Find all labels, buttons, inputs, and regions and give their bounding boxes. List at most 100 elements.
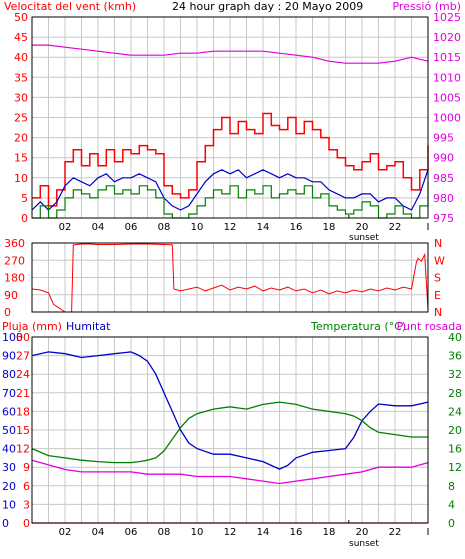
rain-tick-18: 18 — [16, 405, 30, 418]
wind-x-tick-12: 12 — [224, 222, 237, 233]
wind-x-tick-04: 04 — [92, 222, 105, 233]
wind-dir-tick-90: 90 — [4, 289, 18, 302]
wind-speed-tick-45: 45 — [14, 31, 28, 44]
temp-x-tick-02: 02 — [59, 527, 72, 538]
rain-tick-30: 30 — [16, 331, 30, 344]
wind-speed-tick-30: 30 — [14, 91, 28, 104]
pressure-tick-1000: 1000 — [433, 112, 461, 125]
wind-pressure-panel-frame — [31, 16, 429, 219]
wind-dir-tick-360: 360 — [4, 237, 25, 250]
temperature-tick-36: 36 — [448, 350, 462, 363]
temp-x-tick-18: 18 — [323, 527, 336, 538]
temp-x-tick-20: 20 — [356, 527, 369, 538]
wind-x-tick-16: 16 — [290, 222, 303, 233]
wind-speed-tick-5: 5 — [21, 192, 28, 205]
wind-speed-tick-25: 25 — [14, 112, 28, 125]
humidity-axis-label: Humitat — [66, 320, 111, 333]
temp-x-tick-10: 10 — [191, 527, 204, 538]
temperature-line — [31, 401, 428, 464]
wind-x-tick-06: 06 — [125, 222, 138, 233]
temperature-tick-32: 32 — [448, 368, 462, 381]
humidity-tick-50: 50 — [2, 424, 16, 437]
wind-dir-tick-180: 180 — [4, 272, 25, 285]
temperature-tick-28: 28 — [448, 387, 462, 400]
chart-title: 24 hour graph day : 20 Mayo 2009 — [172, 0, 363, 13]
humidity-tick-60: 60 — [2, 405, 16, 418]
compass-tick-4: N — [434, 306, 442, 319]
temperature-axis-label: Temperatura (°C) — [310, 320, 406, 333]
rain-tick-12: 12 — [16, 443, 30, 456]
temperature-tick-12: 12 — [448, 461, 462, 474]
wind_dir-line — [31, 243, 429, 313]
temp-x-tick-16: 16 — [290, 527, 303, 538]
grid-layer — [32, 17, 428, 523]
pressure-tick-980: 980 — [433, 192, 454, 205]
wind_avg-line — [31, 169, 429, 211]
rain-tick-3: 3 — [23, 498, 30, 511]
dewpoint-axis-label: Punt rosada — [397, 320, 462, 333]
temp-x-tick-04: 04 — [92, 527, 105, 538]
temp-x-tick-06: 06 — [125, 527, 138, 538]
wind-speed-axis-label: Velocitat del vent (kmh) — [4, 0, 136, 13]
pressure-tick-1010: 1010 — [433, 71, 461, 84]
rain-tick-6: 6 — [23, 480, 30, 493]
temperature-tick-16: 16 — [448, 443, 462, 456]
wind-dir-tick-0: 0 — [4, 306, 11, 319]
wind-x-tick-10: 10 — [191, 222, 204, 233]
pressure-tick-995: 995 — [433, 132, 454, 145]
humidity-tick-80: 80 — [2, 368, 16, 381]
humidity-line — [31, 351, 429, 470]
wind-x-tick-14: 14 — [257, 222, 270, 233]
temp-x-tick-14: 14 — [257, 527, 270, 538]
pressure-tick-975: 975 — [433, 212, 454, 225]
rain-tick-27: 27 — [16, 350, 30, 363]
wind-direction-panel-frame — [31, 242, 429, 313]
humidity-tick-30: 30 — [2, 461, 16, 474]
temp-x-tick-08: 08 — [158, 527, 171, 538]
humidity-tick-70: 70 — [2, 387, 16, 400]
humidity-tick-90: 90 — [2, 350, 16, 363]
tick-label-layer: 0510152025303540455097598098599099510001… — [2, 11, 462, 538]
wind-x-tick-20: 20 — [356, 222, 369, 233]
wind_gust-line — [32, 181, 429, 219]
temperature-tick-20: 20 — [448, 424, 462, 437]
rain-tick-15: 15 — [16, 424, 30, 437]
temperature-tick-24: 24 — [448, 405, 462, 418]
sunset-label-top: sunset — [349, 233, 379, 243]
wind-x-tick-08: 08 — [158, 222, 171, 233]
wind-speed-tick-20: 20 — [14, 132, 28, 145]
compass-tick-3: E — [434, 289, 441, 302]
pressure-line — [32, 44, 429, 64]
pressure-tick-1005: 1005 — [433, 91, 461, 104]
compass-tick-1: W — [434, 254, 445, 267]
temp-x-tick-I: I — [427, 527, 430, 538]
humidity-tick-40: 40 — [2, 443, 16, 456]
humidity-tick-10: 10 — [2, 498, 16, 511]
sunset-label-bottom: sunset — [349, 539, 379, 549]
wind-dir-tick-270: 270 — [4, 254, 25, 267]
wind_max-line — [32, 112, 429, 207]
temperature-panel-frame — [31, 336, 429, 524]
rain-tick-0: 0 — [23, 517, 30, 530]
temp-x-tick-12: 12 — [224, 527, 237, 538]
humidity-tick-0: 0 — [2, 517, 9, 530]
pressure-axis-label: Pressió (mb) — [392, 0, 461, 13]
wind-speed-tick-35: 35 — [14, 71, 28, 84]
wind-x-tick-22: 22 — [389, 222, 402, 233]
pressure-tick-1020: 1020 — [433, 31, 461, 44]
compass-tick-0: N — [434, 237, 442, 250]
temperature-tick-8: 8 — [448, 480, 455, 493]
rain-tick-24: 24 — [16, 368, 30, 381]
temperature-tick-40: 40 — [448, 331, 462, 344]
temp-x-tick-22: 22 — [389, 527, 402, 538]
wind-speed-tick-0: 0 — [21, 212, 28, 225]
wind-x-tick-18: 18 — [323, 222, 336, 233]
rain-tick-9: 9 — [23, 461, 30, 474]
pressure-tick-985: 985 — [433, 172, 454, 185]
wind-speed-tick-40: 40 — [14, 51, 28, 64]
humidity-tick-20: 20 — [2, 480, 16, 493]
temperature-tick-0: 0 — [448, 517, 455, 530]
rain-tick-21: 21 — [16, 387, 30, 400]
pressure-tick-1015: 1015 — [433, 51, 461, 64]
